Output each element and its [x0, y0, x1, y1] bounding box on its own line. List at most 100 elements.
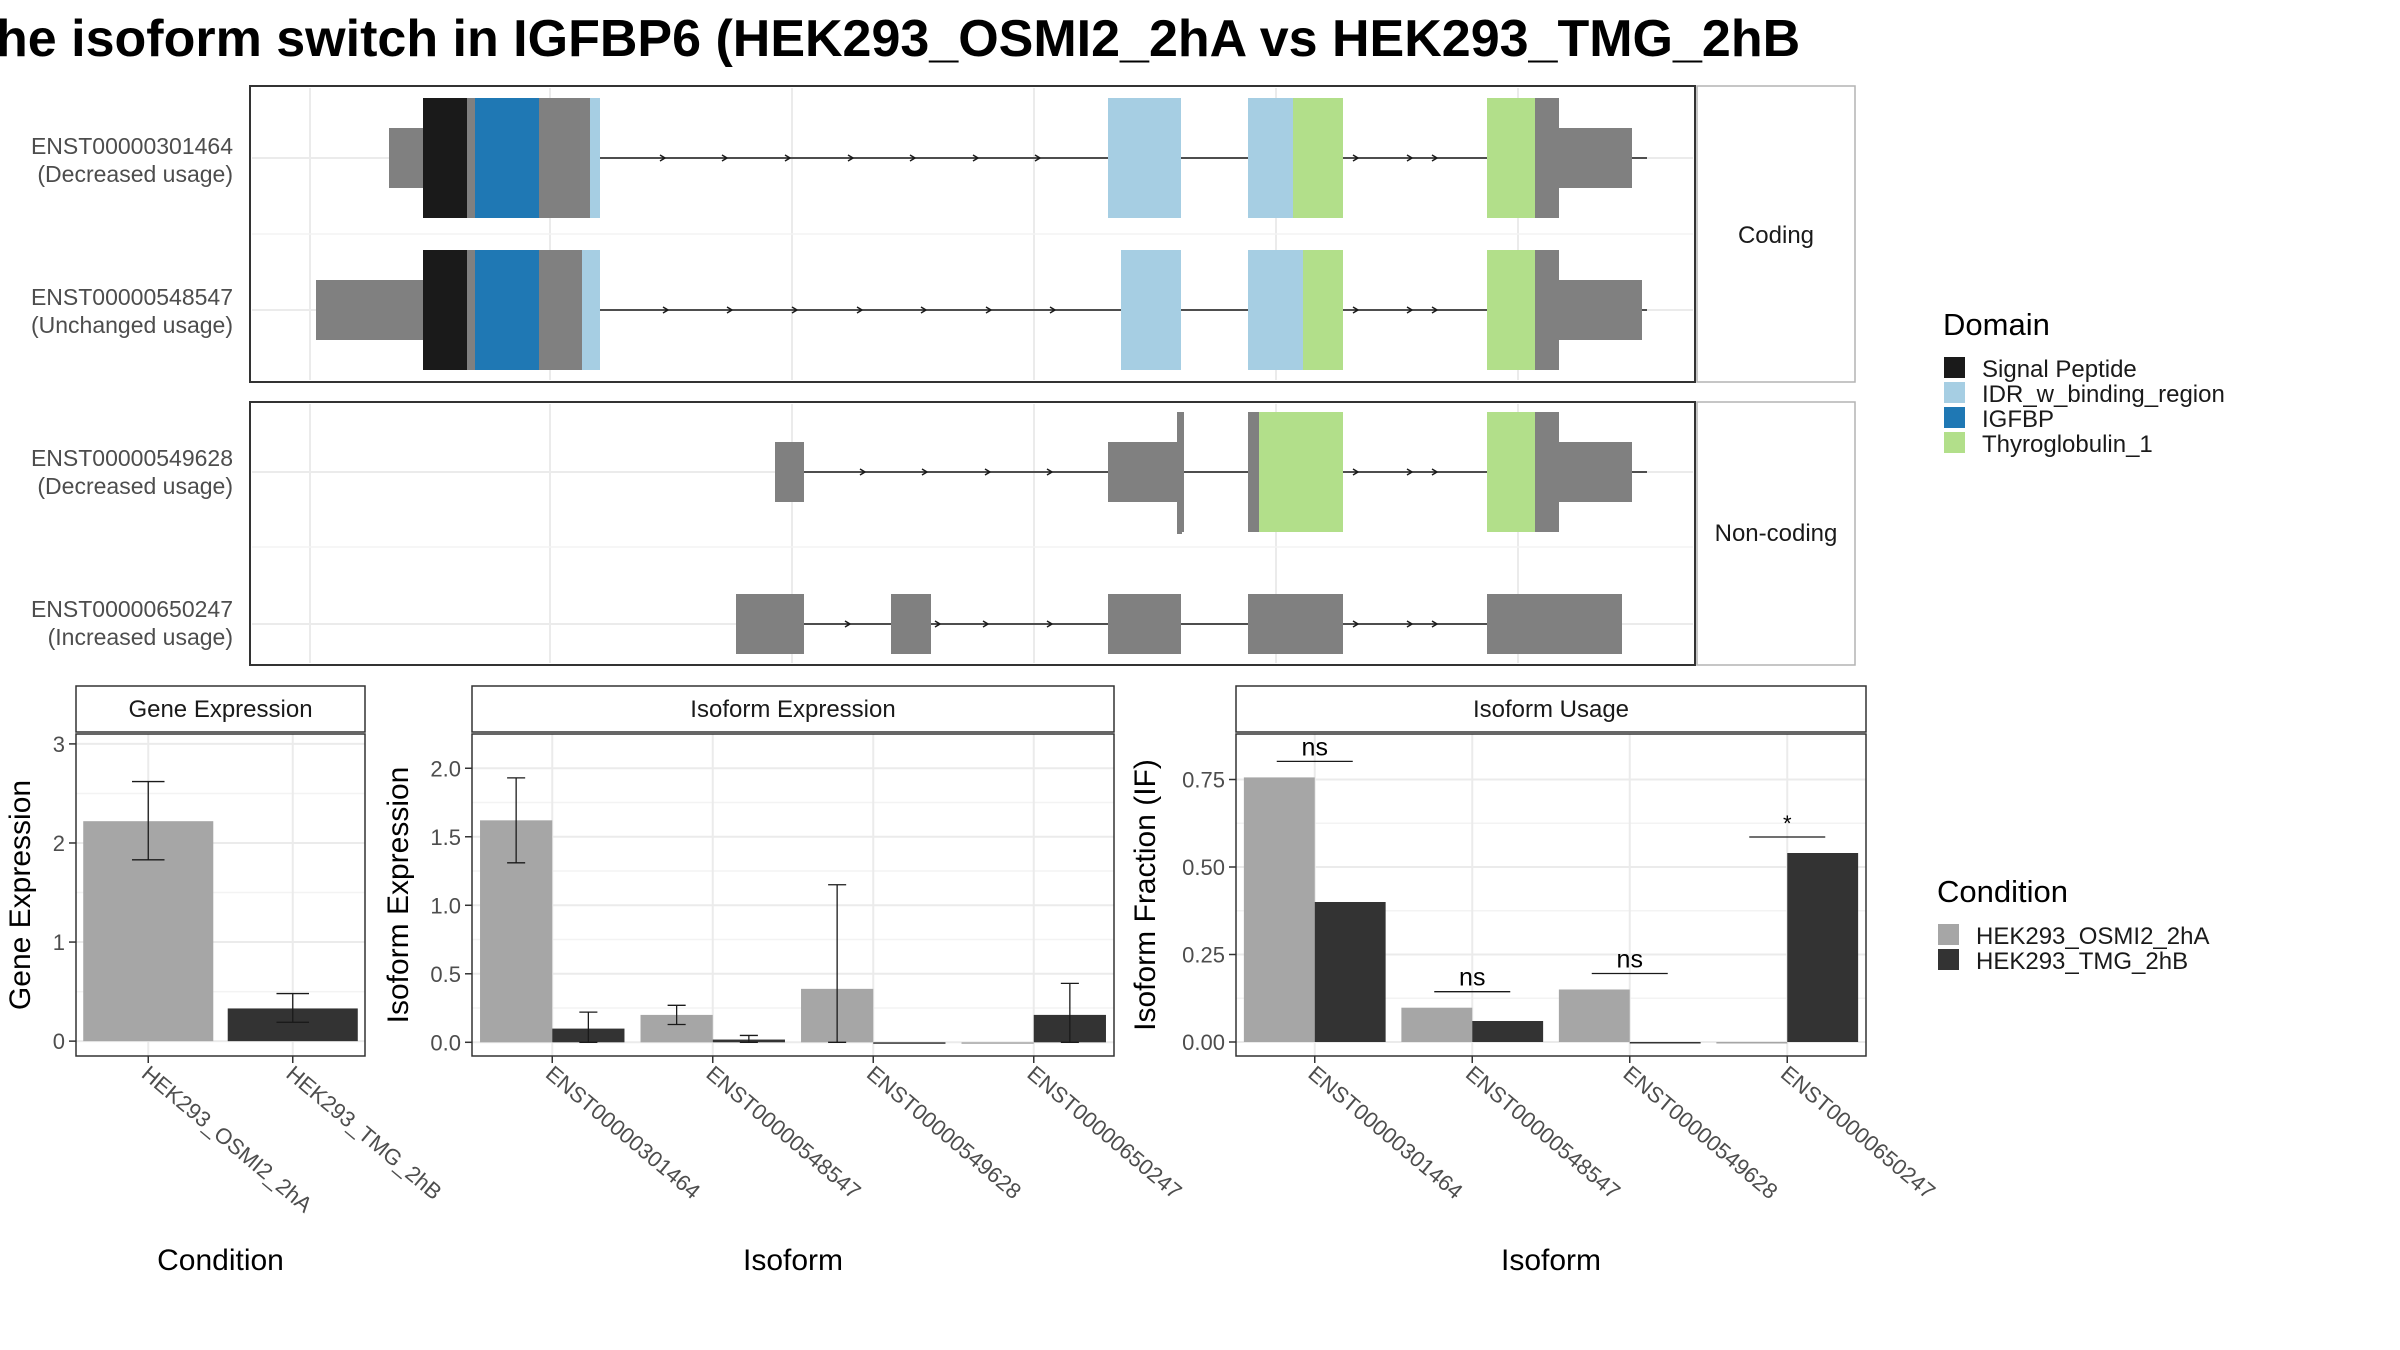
exon-block-3: [1108, 442, 1177, 502]
intron-arrow: [1034, 154, 1042, 162]
intron-arrow: [1049, 306, 1057, 314]
exon-block-1: [1293, 98, 1343, 218]
condition-a-bar: [961, 1042, 1034, 1044]
intron-arrow: [847, 154, 855, 162]
significance-label: ns: [1302, 733, 1328, 761]
exon-block-1: [1108, 98, 1181, 218]
exon-block-2: [475, 250, 539, 370]
legend-key-igfbp: [1944, 407, 1965, 428]
legend-label-tmg: HEK293_TMG_2hB: [1976, 948, 2188, 975]
intron-arrow: [921, 468, 929, 476]
exon-block-1: [539, 98, 590, 218]
intron-arrow: [791, 306, 799, 314]
transcript-usage-2: (Unchanged usage): [31, 312, 233, 338]
exon-block-1: [1559, 128, 1632, 188]
exon-block-2: [1487, 250, 1535, 370]
chart-panel-2: Isoform Expression 0.0 0.5 1.0 1.5 2.0 ENST000…: [382, 685, 1187, 1277]
intron-arrow: [859, 468, 867, 476]
y-tick-label: 2.0: [430, 756, 461, 781]
intron-arrow: [1046, 620, 1054, 628]
exon-block-2: [1535, 250, 1559, 370]
exon-block-3: [1487, 412, 1535, 532]
exon-block-1: [1535, 98, 1559, 218]
exon-block-2: [316, 280, 423, 340]
condition-legend: Condition HEK293_OSMI2_2hA HEK293_TMG_2h…: [1937, 874, 2209, 975]
exon-block-4: [891, 594, 931, 654]
intron-arrow: [1406, 468, 1414, 476]
x-axis-title: Isoform: [1501, 1244, 1601, 1277]
x-tick-label: ENST00000548547: [702, 1061, 866, 1204]
y-tick-label: 1: [53, 930, 65, 955]
condition-b-bar: [873, 1042, 946, 1044]
intron-arrow: [934, 620, 942, 628]
structure-exons: [316, 98, 1647, 654]
y-tick-label: 0.25: [1182, 943, 1225, 968]
x-axis-title: Isoform: [743, 1244, 843, 1277]
x-tick-label: ENST00000301464: [541, 1061, 705, 1204]
condition-b-bar: [1314, 902, 1386, 1042]
exon-block-1: [590, 98, 600, 218]
intron-arrow: [784, 154, 792, 162]
significance-label: *: [1783, 811, 1792, 836]
exon-block-2: [1248, 250, 1303, 370]
y-tick-label: 0.00: [1182, 1030, 1225, 1055]
y-axis-title: Gene Expression: [4, 780, 37, 1010]
legend-key-osmi2: [1938, 924, 1959, 945]
exon-block-2: [1303, 250, 1343, 370]
intron-arrow: [1431, 306, 1439, 314]
condition-a-bar: [1243, 777, 1315, 1042]
exon-block-4: [1248, 594, 1343, 654]
intron-arrow: [1352, 468, 1360, 476]
y-tick-label: 2: [53, 831, 65, 856]
exon-block-4: [1108, 594, 1181, 654]
legend-key-idr: [1944, 382, 1965, 403]
intron-arrow: [856, 306, 864, 314]
condition-a-bar: [1716, 1042, 1788, 1044]
domain-legend: Domain Signal Peptide IDR_w_binding_regi…: [1943, 307, 2225, 458]
figure-title: he isoform switch in IGFBP6 (HEK293_OSMI…: [0, 10, 1800, 68]
transcript-label-1: ENST00000301464: [31, 133, 233, 159]
domain-legend-title: Domain: [1943, 307, 2050, 342]
intron-arrow: [972, 154, 980, 162]
plot-background: [472, 734, 1114, 1056]
legend-key-tmg: [1938, 949, 1959, 970]
legend-label-signal-peptide: Signal Peptide: [1982, 356, 2137, 383]
plot-border: [1235, 733, 1867, 1057]
panel-title: Isoform Usage: [1473, 696, 1629, 723]
legend-key-signal-peptide: [1944, 357, 1965, 378]
intron-arrow: [1431, 620, 1439, 628]
x-tick-label: ENST00000650247: [1023, 1061, 1187, 1204]
x-tick-label: ENST00000650247: [1776, 1061, 1940, 1204]
x-tick-label: ENST00000301464: [1304, 1061, 1468, 1204]
exon-block-2: [582, 250, 600, 370]
condition-b-bar: [1472, 1021, 1544, 1042]
intron-arrow: [982, 620, 990, 628]
exon-block-3: [1259, 412, 1343, 532]
exon-block-2: [423, 250, 467, 370]
chart-panel-3: Isoform Usage 0.00 0.25 0.50 0.75 ns ns ns * ENST…: [1129, 685, 1940, 1277]
intron-arrow: [662, 306, 670, 314]
intron-arrow: [1406, 620, 1414, 628]
exon-block-2: [1559, 280, 1642, 340]
exon-block-1: [1248, 98, 1293, 218]
intron-arrow: [1352, 306, 1360, 314]
legend-label-igfbp: IGFBP: [1982, 406, 2054, 433]
exon-block-3: [775, 442, 804, 502]
coding-facet-strip: [1696, 85, 1856, 383]
condition-b-bar: [1629, 1042, 1701, 1044]
noncoding-panel-background: [250, 402, 1695, 665]
chart-panel-1: Gene Expression0123HEK293_OSMI2_2hAHEK29…: [4, 685, 447, 1277]
y-tick-label: 3: [53, 732, 65, 757]
condition-b-bar: [1787, 853, 1859, 1042]
intron-arrow: [726, 306, 734, 314]
x-tick-label: ENST00000549628: [862, 1061, 1026, 1204]
y-axis-title: Isoform Expression: [382, 767, 415, 1024]
intron-arrow: [984, 468, 992, 476]
intron-arrow: [1046, 468, 1054, 476]
x-axis-title: Condition: [157, 1244, 284, 1277]
exon-block-3: [1248, 412, 1259, 532]
y-tick-label: 0: [53, 1029, 65, 1054]
exon-block-3: [1559, 442, 1632, 502]
panel-title: Gene Expression: [128, 696, 312, 723]
